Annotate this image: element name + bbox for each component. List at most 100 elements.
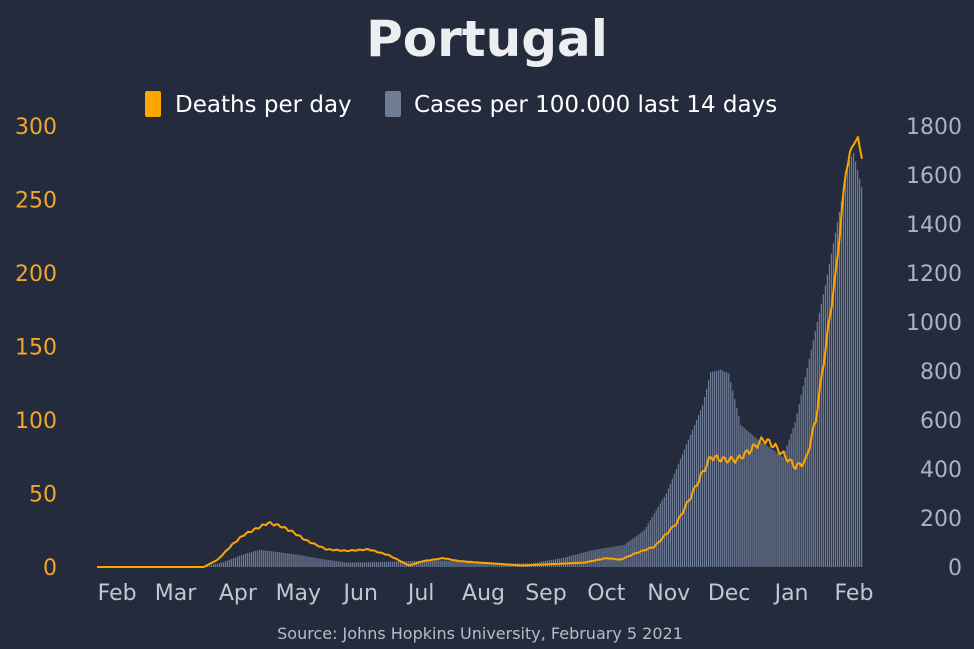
cases-bar bbox=[629, 540, 631, 567]
cases-bar bbox=[287, 553, 289, 567]
cases-bar bbox=[387, 561, 390, 567]
cases-bar bbox=[673, 473, 676, 567]
cases-bar bbox=[295, 554, 297, 567]
cases-bar bbox=[778, 453, 780, 567]
cases-bar bbox=[291, 553, 293, 567]
cases-bar bbox=[206, 565, 208, 567]
cases-bar bbox=[432, 560, 434, 567]
y-right-tick-label: 0 bbox=[948, 556, 962, 581]
cases-bar bbox=[798, 404, 800, 567]
cases-bar bbox=[263, 550, 265, 567]
cases-bar bbox=[669, 483, 671, 567]
cases-bar bbox=[633, 537, 635, 567]
cases-bar bbox=[792, 428, 794, 567]
cases-bar bbox=[788, 439, 790, 567]
cases-bar bbox=[663, 496, 665, 567]
cases-bar bbox=[784, 451, 786, 567]
cases-bar bbox=[589, 550, 591, 567]
cases-bar bbox=[478, 562, 480, 567]
x-tick-label: Mar bbox=[155, 581, 197, 606]
cases-bar bbox=[559, 558, 561, 567]
cases-bar bbox=[746, 430, 748, 567]
cases-bar bbox=[822, 294, 824, 567]
cases-bar bbox=[750, 433, 752, 567]
source-note: Source: Johns Hopkins University, Februa… bbox=[277, 624, 683, 643]
cases-bar bbox=[695, 420, 698, 567]
cases-bar bbox=[349, 562, 351, 567]
x-tick-label: Nov bbox=[647, 581, 690, 606]
cases-bar bbox=[677, 464, 680, 567]
y-right-tick-label: 1200 bbox=[906, 262, 962, 287]
y-right-tick-label: 1400 bbox=[906, 213, 962, 238]
cases-bar bbox=[456, 561, 458, 567]
cases-bar bbox=[448, 560, 450, 567]
cases-bar bbox=[697, 415, 700, 567]
cases-bar bbox=[766, 445, 768, 567]
legend-cases-swatch bbox=[385, 91, 401, 117]
cases-bar bbox=[285, 553, 287, 567]
cases-bar bbox=[335, 561, 337, 567]
cases-bar bbox=[377, 562, 380, 567]
cases-bar bbox=[601, 548, 603, 567]
cases-bar bbox=[647, 523, 649, 567]
cases-bar bbox=[814, 331, 816, 567]
cases-bar bbox=[208, 565, 210, 567]
cases-bar bbox=[651, 516, 653, 567]
cases-bar bbox=[321, 558, 323, 567]
cases-bar bbox=[389, 561, 392, 567]
y-axis-left: 0 50 100 150 200 250 300 bbox=[15, 115, 57, 581]
cases-bar bbox=[714, 371, 716, 567]
x-tick-label: Jan bbox=[773, 581, 809, 606]
legend-deaths-swatch bbox=[145, 91, 161, 117]
cases-bar bbox=[760, 441, 762, 567]
cases-bar bbox=[500, 563, 502, 567]
cases-bar bbox=[498, 563, 500, 567]
cases-bar bbox=[689, 434, 692, 567]
cases-bar bbox=[383, 561, 386, 567]
cases-bar bbox=[484, 562, 486, 567]
cases-bar bbox=[679, 459, 682, 567]
cases-bar bbox=[442, 560, 444, 567]
cases-bar bbox=[665, 493, 667, 567]
cases-bar bbox=[454, 561, 456, 567]
cases-bar bbox=[710, 372, 712, 567]
cases-bar bbox=[631, 539, 633, 567]
cases-bar bbox=[641, 531, 643, 567]
cases-bar bbox=[446, 560, 448, 567]
cases-bar bbox=[339, 561, 341, 567]
cases-bar bbox=[754, 437, 756, 567]
cases-bar bbox=[585, 551, 587, 567]
cases-bar bbox=[220, 562, 223, 567]
cases-bar bbox=[828, 264, 831, 567]
cases-bar bbox=[331, 560, 333, 567]
cases-bar bbox=[472, 561, 474, 567]
cases-bar bbox=[860, 187, 863, 567]
cases-bar bbox=[494, 563, 496, 567]
cases-bar bbox=[804, 376, 806, 567]
cases-bar bbox=[838, 211, 841, 567]
cases-bar bbox=[712, 371, 714, 567]
cases-bar bbox=[210, 564, 212, 567]
x-tick-label: Feb bbox=[834, 581, 873, 606]
cases-bar bbox=[617, 545, 619, 567]
cases-bar bbox=[422, 560, 424, 567]
chart-title: Portugal bbox=[366, 10, 608, 68]
cases-bar bbox=[228, 559, 231, 567]
cases-bar bbox=[476, 562, 478, 567]
cases-bar bbox=[329, 560, 331, 567]
cases-bar bbox=[395, 561, 398, 567]
cases-bar bbox=[373, 562, 376, 567]
cases-bar bbox=[655, 510, 657, 567]
cases-bar bbox=[820, 303, 822, 568]
cases-bar bbox=[705, 388, 708, 567]
cases-bar bbox=[502, 563, 504, 567]
cases-bar bbox=[297, 554, 299, 567]
cases-bar bbox=[834, 232, 837, 567]
cases-bar bbox=[615, 546, 617, 567]
cases-bar bbox=[687, 439, 690, 567]
cases-bar bbox=[474, 561, 476, 567]
cases-bar bbox=[468, 561, 470, 567]
cases-bar bbox=[315, 557, 317, 567]
cases-bar bbox=[242, 554, 245, 567]
cases-bar bbox=[261, 550, 263, 567]
